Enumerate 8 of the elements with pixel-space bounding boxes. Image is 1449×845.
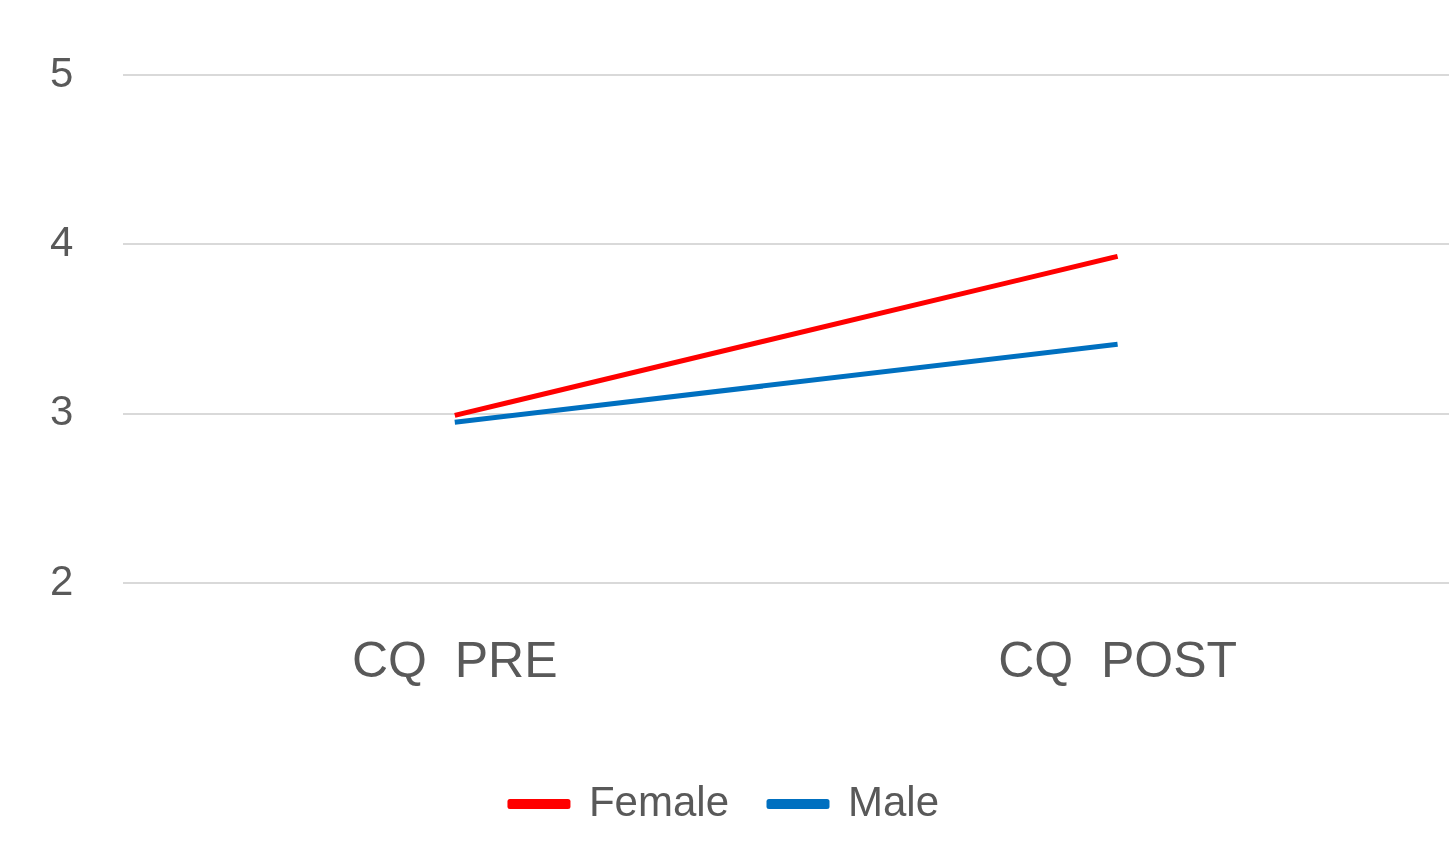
y-tick-label: 2 — [50, 556, 74, 604]
y-tick-label: 4 — [50, 218, 74, 266]
legend-label: Male — [848, 777, 940, 825]
y-tick-label: 3 — [50, 387, 74, 435]
y-tick-label: 5 — [50, 48, 74, 96]
x-tick-label: CQ POST — [998, 631, 1238, 688]
legend-label: Female — [588, 777, 730, 825]
x-tick-label: CQ PRE — [351, 631, 558, 688]
